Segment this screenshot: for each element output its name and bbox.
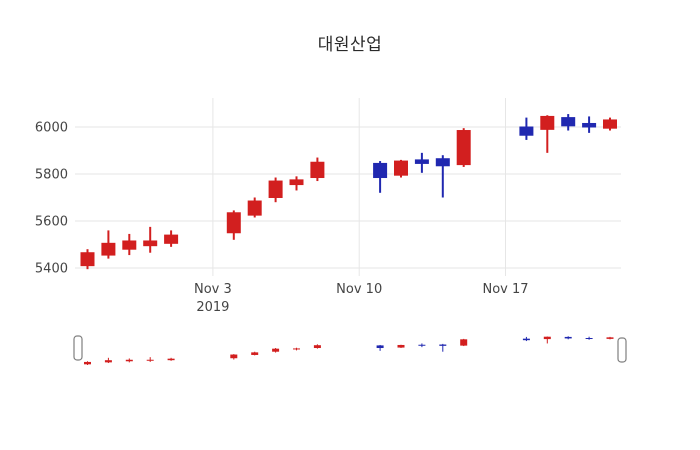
candle[interactable]: [540, 115, 555, 153]
candle[interactable]: [435, 155, 450, 198]
x-tick-label: Nov 10: [336, 282, 382, 297]
candle[interactable]: [80, 249, 95, 270]
rangeslider-candle: [251, 351, 259, 356]
candle[interactable]: [101, 230, 116, 259]
rangeslider-candle: [522, 336, 530, 342]
rangeslider-handle-left[interactable]: [73, 335, 83, 361]
rangeslider-candle: [313, 344, 321, 349]
y-tick-label: 6000: [35, 121, 68, 136]
x-tick-label: Nov 17: [482, 282, 528, 297]
rangeslider-candle: [104, 357, 112, 364]
rangeslider-candle: [439, 343, 447, 352]
candle[interactable]: [373, 161, 388, 193]
candle[interactable]: [164, 230, 179, 247]
rangeslider-candle: [460, 338, 468, 347]
candle[interactable]: [247, 197, 262, 218]
rangeslider-candle: [564, 336, 572, 340]
rangeslider-candle: [272, 348, 280, 353]
rangeslider-candle: [543, 336, 551, 344]
candle[interactable]: [603, 117, 617, 131]
rangeslider-candle: [125, 358, 133, 363]
candle[interactable]: [268, 177, 283, 203]
x-tick-label: Nov 3: [194, 282, 232, 297]
rangeslider[interactable]: [73, 335, 627, 365]
candle[interactable]: [394, 159, 408, 178]
candle[interactable]: [122, 233, 137, 256]
rangeslider-candle: [167, 357, 175, 361]
y-tick-label: 5600: [35, 215, 68, 230]
rangeslider-candle: [293, 347, 300, 351]
candle[interactable]: [310, 157, 325, 182]
candle[interactable]: [456, 128, 471, 167]
candle[interactable]: [582, 116, 597, 133]
candle[interactable]: [289, 176, 304, 191]
y-tick-label: 5800: [35, 168, 68, 183]
rangeslider-candle: [146, 357, 154, 362]
rangeslider-candle: [418, 343, 426, 348]
candle[interactable]: [226, 210, 241, 240]
rangeslider-handle-right[interactable]: [617, 337, 627, 363]
rangeslider-candle: [606, 336, 614, 340]
candle[interactable]: [414, 152, 429, 173]
rangeslider-candle: [230, 354, 238, 360]
candle[interactable]: [519, 117, 534, 140]
candle[interactable]: [561, 114, 576, 131]
x-tick-sublabel: 2019: [196, 300, 229, 315]
chart-title: 대원산업: [317, 35, 383, 55]
rangeslider-candle: [84, 361, 91, 365]
rangeslider-candle: [397, 344, 405, 349]
candle[interactable]: [143, 226, 158, 253]
y-tick-label: 5400: [35, 262, 68, 277]
rangeslider-candle: [376, 344, 384, 351]
rangeslider-candle: [585, 336, 593, 340]
